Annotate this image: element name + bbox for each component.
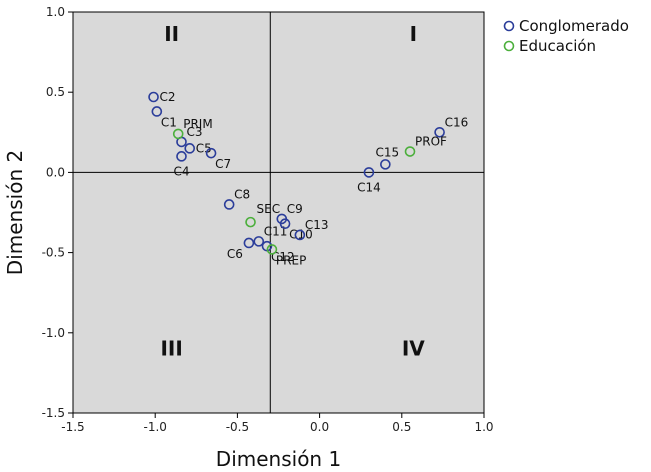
data-point-c5 bbox=[184, 143, 196, 154]
legend-label: Conglomerado bbox=[519, 17, 629, 35]
x-axis-title: Dimensión 1 bbox=[216, 447, 341, 471]
point-label-c5: C5 bbox=[196, 141, 212, 155]
point-label-c3: C3 bbox=[187, 125, 203, 139]
y-tick-label: -0.5 bbox=[42, 246, 65, 260]
plot-area: -1.5 -1.0 -0.5 0.0 0.5 1.0 1.0 0.5 0.0 -0.5 -1.0 -1… bbox=[42, 5, 494, 434]
data-point-c8 bbox=[223, 199, 235, 210]
point-label-prof: PROF bbox=[415, 135, 447, 149]
x-tick-label: 0.0 bbox=[310, 420, 329, 434]
y-tick-label: 0.5 bbox=[46, 85, 65, 99]
data-point-c15 bbox=[380, 159, 391, 170]
y-tick-label: -1.0 bbox=[42, 326, 65, 340]
point-label-c14: C14 bbox=[357, 180, 381, 194]
data-point-c11 bbox=[253, 236, 265, 247]
data-point-c1 bbox=[151, 106, 163, 117]
quadrant-label: III bbox=[160, 336, 182, 360]
plot-background bbox=[73, 12, 484, 413]
point-label-c6: C6 bbox=[227, 247, 243, 261]
data-point-c4 bbox=[176, 151, 187, 162]
point-label-prim: PRIM bbox=[183, 117, 212, 131]
legend-label: Educación bbox=[519, 37, 596, 55]
x-tick-label: -0.5 bbox=[226, 420, 249, 434]
point-label-c10: C10 bbox=[289, 228, 313, 242]
quadrant-label: IV bbox=[402, 336, 425, 360]
point-label-c2: C2 bbox=[160, 90, 176, 104]
point-label-sec: SEC bbox=[257, 202, 281, 216]
point-label-c9: C9 bbox=[287, 202, 303, 216]
x-tick-label: 0.5 bbox=[392, 420, 411, 434]
point-label-c7: C7 bbox=[215, 157, 231, 171]
data-point-c16 bbox=[434, 127, 445, 138]
data-point-sec bbox=[245, 216, 256, 228]
point-label-c4: C4 bbox=[173, 164, 189, 178]
y-tick-label: 0.0 bbox=[46, 165, 65, 179]
quadrant-label: I bbox=[410, 22, 417, 46]
legend: Conglomerado Educación bbox=[503, 17, 629, 55]
data-point-c14 bbox=[363, 167, 375, 178]
data-point-c7 bbox=[205, 147, 217, 159]
plot-frame bbox=[72, 11, 485, 414]
point-label-c11: C11 bbox=[264, 224, 288, 238]
data-point-prim bbox=[172, 128, 184, 140]
legend-marker bbox=[503, 40, 515, 52]
data-point-prof bbox=[404, 146, 416, 157]
legend-marker bbox=[503, 20, 515, 32]
x-tick-label: -1.5 bbox=[61, 420, 84, 434]
point-label-c16: C16 bbox=[445, 115, 469, 129]
x-tick-label: -1.0 bbox=[143, 420, 166, 434]
data-point-c6 bbox=[243, 237, 255, 249]
point-label-c8: C8 bbox=[234, 187, 250, 201]
point-label-c1: C1 bbox=[161, 115, 177, 129]
y-tick-label: 1.0 bbox=[46, 5, 65, 19]
y-axis-title: Dimensión 2 bbox=[3, 150, 27, 275]
y-tick-label: -1.5 bbox=[42, 406, 65, 420]
x-tick-label: 1.0 bbox=[474, 420, 493, 434]
data-point-prep bbox=[266, 244, 278, 255]
quadrant-label: II bbox=[164, 22, 179, 46]
point-label-prep: PREP bbox=[276, 253, 306, 267]
point-label-c13: C13 bbox=[305, 218, 329, 232]
point-label-c15: C15 bbox=[376, 145, 400, 159]
data-point-c2 bbox=[148, 91, 159, 103]
point-label-c12: C12 bbox=[271, 250, 295, 264]
data-point-c10 bbox=[279, 218, 291, 230]
data-point-c13 bbox=[294, 229, 306, 241]
